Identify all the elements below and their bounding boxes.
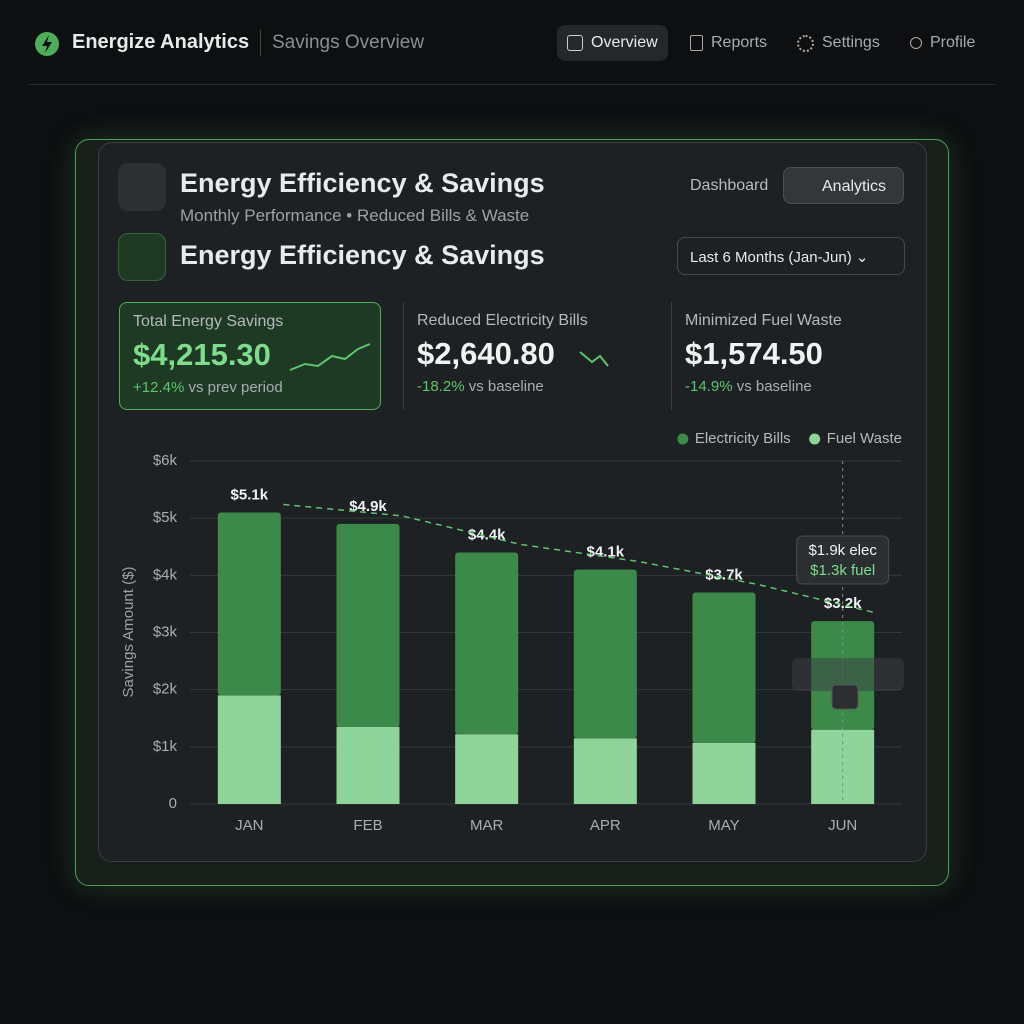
nav-item[interactable]: Profile — [900, 25, 985, 61]
logo — [35, 32, 59, 56]
hover-toolbar — [792, 658, 904, 691]
nav-item[interactable]: Reports — [680, 25, 777, 61]
bar — [217, 512, 281, 696]
bar — [692, 742, 756, 804]
y-tick-label: $6k — [153, 452, 178, 469]
trend-line — [283, 503, 877, 614]
bar — [455, 734, 519, 804]
kpi-card: Minimized Fuel Waste $1,574.50 -14.9% vs b… — [671, 302, 933, 410]
kpi-note: vs baseline — [736, 378, 812, 395]
panel-subtitle: Monthly Performance • Reduced Bills & Wa… — [180, 206, 530, 225]
y-tick-label: $5k — [153, 509, 178, 526]
total-label: $3.7k — [705, 566, 743, 583]
kpi-note: vs prev period — [188, 379, 283, 396]
x-tick-label: FEB — [353, 817, 382, 834]
nav-label: Settings — [822, 34, 880, 51]
tooltip — [796, 535, 890, 585]
nav-label: Profile — [930, 34, 976, 51]
range-select[interactable]: Last 6 Months (Jan-Jun) ⌄ — [677, 237, 905, 275]
nav-label: Overview — [591, 34, 658, 51]
bar — [455, 552, 519, 735]
total-label: $4.9k — [349, 498, 387, 515]
total-label: $4.4k — [468, 526, 506, 543]
bar — [217, 695, 281, 804]
tooltip-line: $1.3k fuel — [810, 562, 875, 579]
y-tick-label: $3k — [153, 623, 178, 640]
tab-active[interactable]: Analytics — [783, 167, 904, 204]
panel-title: Energy Efficiency & Savings — [180, 168, 545, 198]
x-tick-label: MAR — [470, 817, 504, 834]
panel-title-2: Energy Efficiency & Savings — [180, 240, 545, 270]
y-tick-label: $2k — [153, 681, 178, 698]
section-title: Savings Overview — [272, 32, 425, 53]
legend-marker — [677, 433, 689, 445]
icon — [118, 163, 166, 211]
kpi-delta: +12.4% — [133, 379, 185, 396]
bar — [692, 592, 756, 743]
x-tick-label: MAY — [708, 817, 739, 834]
kpi-card: Total Energy Savings $4,215.30 +12.4% vs p… — [119, 302, 381, 410]
x-tick-label: JUN — [828, 817, 857, 834]
range-label: Last 6 Months (Jan-Jun) — [690, 249, 852, 266]
bar — [573, 738, 637, 804]
kpi-delta: -14.9% — [685, 378, 733, 395]
legend-marker — [809, 433, 821, 445]
kpi-label: Total Energy Savings — [133, 313, 284, 330]
y-tick-label: 0 — [169, 795, 177, 812]
kpi-value: $4,215.30 — [133, 337, 271, 372]
x-tick-label: JAN — [235, 817, 263, 834]
legend-label: Electricity Bills — [695, 430, 791, 447]
y-axis-title: Savings Amount ($) — [120, 567, 137, 698]
legend-label: Fuel Waste — [827, 430, 902, 447]
tooltip-line: $1.9k elec — [808, 542, 877, 559]
hover-button — [831, 684, 859, 710]
tab[interactable]: Dashboard — [690, 177, 769, 194]
y-tick-label: $1k — [153, 738, 178, 755]
kpi-label: Reduced Electricity Bills — [417, 312, 588, 329]
icon — [118, 233, 166, 281]
kpi-value: $2,640.80 — [417, 336, 555, 371]
nav-item[interactable]: Settings — [787, 25, 890, 61]
total-label: $5.1k — [231, 486, 269, 503]
kpi-note: vs baseline — [468, 378, 544, 395]
kpi-label: Minimized Fuel Waste — [685, 312, 842, 329]
x-tick-label: APR — [590, 817, 621, 834]
nav-item[interactable]: Overview — [557, 25, 668, 61]
kpi-value: $1,574.50 — [685, 336, 823, 371]
kpi-delta: -18.2% — [417, 378, 465, 395]
bar — [573, 569, 637, 739]
kpi-card: Reduced Electricity Bills $2,640.80 -18.2%… — [403, 302, 665, 410]
brand: Energize Analytics — [72, 31, 250, 53]
nav-label: Reports — [711, 34, 768, 51]
bar — [336, 726, 400, 804]
bar — [336, 523, 400, 727]
total-label: $4.1k — [587, 544, 625, 561]
y-tick-label: $4k — [153, 566, 178, 583]
